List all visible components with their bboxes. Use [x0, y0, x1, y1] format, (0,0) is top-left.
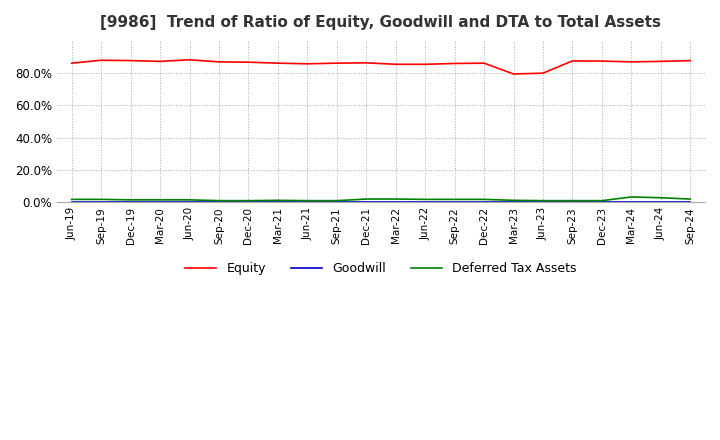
Equity [274, 61, 282, 66]
Goodwill [686, 200, 695, 205]
Deferred Tax Assets [450, 197, 459, 202]
Goodwill [480, 200, 488, 205]
Equity [421, 62, 430, 67]
Deferred Tax Assets [185, 197, 194, 202]
Goodwill [421, 200, 430, 205]
Deferred Tax Assets [303, 198, 312, 203]
Goodwill [97, 200, 106, 205]
Deferred Tax Assets [421, 197, 430, 202]
Goodwill [598, 200, 606, 205]
Goodwill [539, 200, 547, 205]
Goodwill [568, 200, 577, 205]
Equity [244, 59, 253, 65]
Deferred Tax Assets [539, 198, 547, 203]
Equity [450, 61, 459, 66]
Equity [480, 61, 488, 66]
Deferred Tax Assets [97, 197, 106, 202]
Equity [156, 59, 164, 64]
Goodwill [303, 200, 312, 205]
Deferred Tax Assets [627, 194, 636, 200]
Equity [568, 58, 577, 63]
Line: Deferred Tax Assets: Deferred Tax Assets [72, 197, 690, 201]
Deferred Tax Assets [686, 196, 695, 202]
Goodwill [657, 200, 665, 205]
Deferred Tax Assets [480, 197, 488, 202]
Equity [539, 70, 547, 76]
Deferred Tax Assets [215, 198, 223, 203]
Goodwill [627, 200, 636, 205]
Equity [627, 59, 636, 65]
Equity [303, 61, 312, 66]
Equity [392, 62, 400, 67]
Equity [598, 59, 606, 64]
Equity [185, 57, 194, 62]
Deferred Tax Assets [509, 198, 518, 203]
Goodwill [156, 200, 164, 205]
Deferred Tax Assets [657, 195, 665, 200]
Goodwill [68, 200, 76, 205]
Deferred Tax Assets [244, 198, 253, 203]
Goodwill [185, 200, 194, 205]
Equity [657, 59, 665, 64]
Line: Equity: Equity [72, 60, 690, 74]
Goodwill [274, 200, 282, 205]
Equity [686, 58, 695, 63]
Goodwill [362, 200, 371, 205]
Deferred Tax Assets [568, 198, 577, 203]
Equity [333, 61, 341, 66]
Deferred Tax Assets [68, 197, 76, 202]
Equity [215, 59, 223, 65]
Equity [509, 71, 518, 77]
Equity [362, 60, 371, 66]
Equity [68, 61, 76, 66]
Equity [126, 58, 135, 63]
Goodwill [126, 200, 135, 205]
Legend: Equity, Goodwill, Deferred Tax Assets: Equity, Goodwill, Deferred Tax Assets [180, 257, 582, 280]
Deferred Tax Assets [156, 197, 164, 202]
Goodwill [450, 200, 459, 205]
Goodwill [244, 200, 253, 205]
Deferred Tax Assets [598, 198, 606, 203]
Deferred Tax Assets [274, 198, 282, 203]
Deferred Tax Assets [392, 196, 400, 202]
Equity [97, 58, 106, 63]
Goodwill [392, 200, 400, 205]
Deferred Tax Assets [362, 196, 371, 202]
Goodwill [509, 200, 518, 205]
Deferred Tax Assets [333, 198, 341, 203]
Goodwill [215, 200, 223, 205]
Goodwill [333, 200, 341, 205]
Title: [9986]  Trend of Ratio of Equity, Goodwill and DTA to Total Assets: [9986] Trend of Ratio of Equity, Goodwil… [101, 15, 662, 30]
Deferred Tax Assets [126, 197, 135, 202]
